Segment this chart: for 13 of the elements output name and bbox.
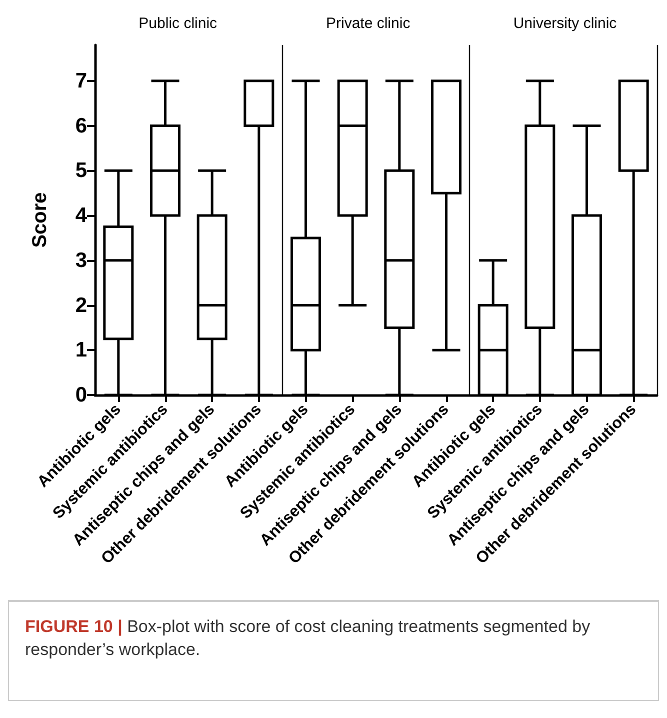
y-tick-label: 7 bbox=[75, 69, 87, 92]
y-axis-title: Score bbox=[29, 192, 51, 248]
y-tick-label: 3 bbox=[75, 248, 87, 272]
y-tick-label: 5 bbox=[75, 159, 88, 182]
y-tick-label: 4 bbox=[75, 204, 88, 228]
y-tick-label: 0 bbox=[75, 384, 87, 406]
y-tick-label: 6 bbox=[75, 114, 87, 138]
text: Public clinic bbox=[138, 15, 218, 32]
caption: FIGURE 10 | Box-plot with score of cost cleaning treatments segmented by responder’s workplace. bbox=[8, 600, 659, 701]
y-tick-label: 1 bbox=[75, 338, 88, 362]
text: University clinic bbox=[513, 15, 618, 32]
text: Private clinic bbox=[326, 15, 411, 32]
y-tick-label: 2 bbox=[75, 294, 87, 317]
